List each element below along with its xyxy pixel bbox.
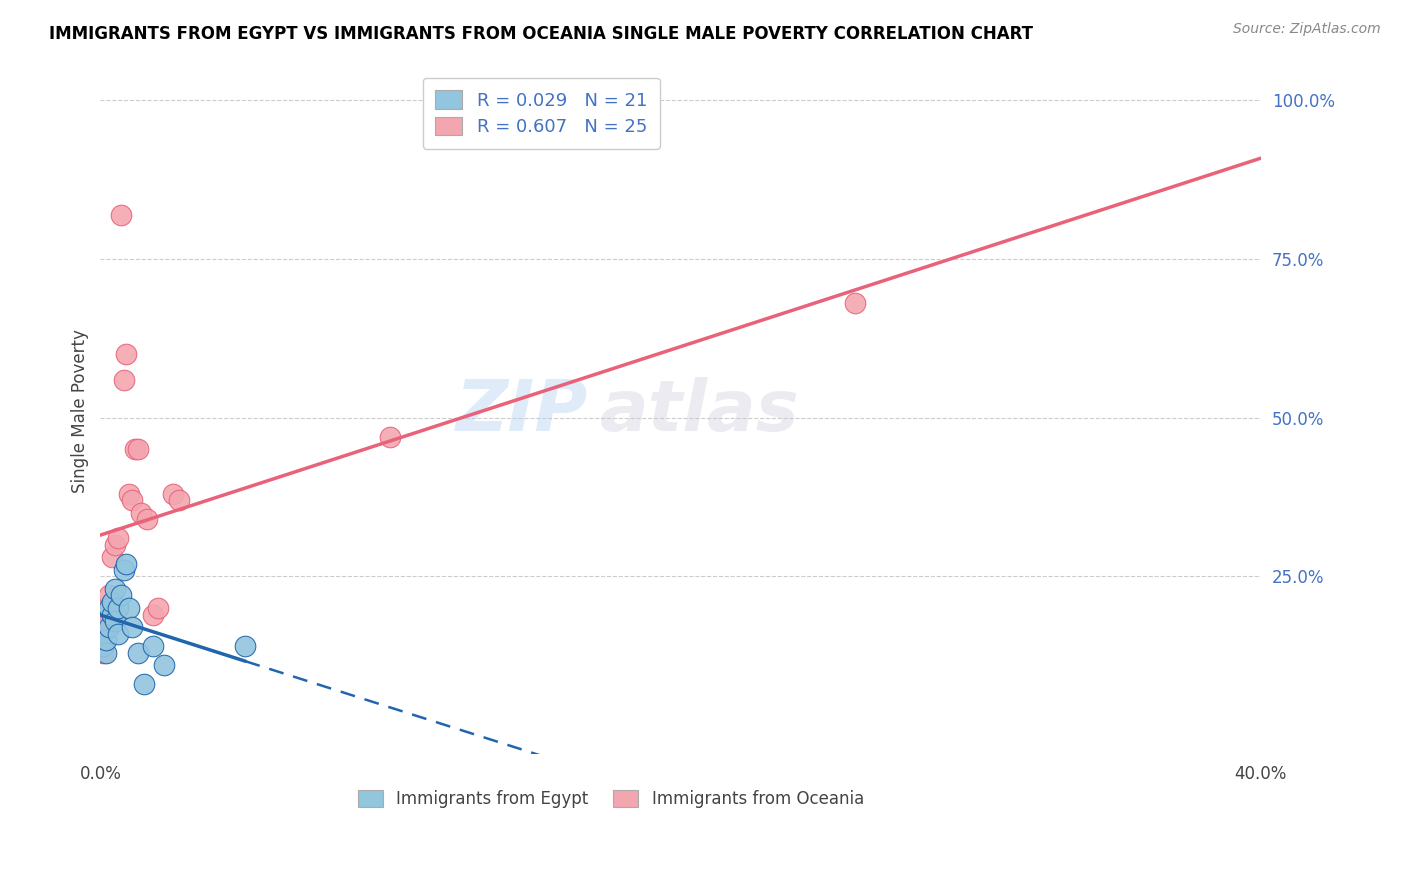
Point <box>107 601 129 615</box>
Point <box>110 589 132 603</box>
Point <box>118 487 141 501</box>
Point <box>98 589 121 603</box>
Point <box>94 646 117 660</box>
Point <box>91 632 114 647</box>
Point <box>115 557 138 571</box>
Point <box>91 646 114 660</box>
Point <box>101 550 124 565</box>
Point <box>118 601 141 615</box>
Point <box>94 601 117 615</box>
Point <box>167 493 190 508</box>
Point <box>110 208 132 222</box>
Point <box>142 607 165 622</box>
Point <box>162 487 184 501</box>
Point <box>235 640 257 654</box>
Point <box>127 646 149 660</box>
Point <box>94 632 117 647</box>
Point <box>101 607 124 622</box>
Point <box>148 601 170 615</box>
Point <box>101 607 124 622</box>
Point <box>129 506 152 520</box>
Point <box>94 620 117 634</box>
Text: Source: ZipAtlas.com: Source: ZipAtlas.com <box>1233 22 1381 37</box>
Text: atlas: atlas <box>599 376 799 446</box>
Point <box>104 538 127 552</box>
Point <box>98 614 121 628</box>
Point <box>132 677 155 691</box>
Point <box>844 296 866 310</box>
Point <box>142 640 165 654</box>
Point <box>101 595 124 609</box>
Point <box>121 620 143 634</box>
Point <box>98 601 121 615</box>
Legend: Immigrants from Egypt, Immigrants from Oceania: Immigrants from Egypt, Immigrants from O… <box>352 783 870 814</box>
Point <box>127 442 149 457</box>
Point <box>107 626 129 640</box>
Point <box>107 532 129 546</box>
Point <box>104 614 127 628</box>
Point <box>91 640 114 654</box>
Point <box>153 658 176 673</box>
Point <box>121 493 143 508</box>
Text: ZIP: ZIP <box>456 376 588 446</box>
Point <box>112 373 135 387</box>
Point <box>104 582 127 596</box>
Y-axis label: Single Male Poverty: Single Male Poverty <box>72 329 89 493</box>
Point <box>380 430 402 444</box>
Point <box>112 563 135 577</box>
Point <box>135 512 157 526</box>
Point <box>98 620 121 634</box>
Text: IMMIGRANTS FROM EGYPT VS IMMIGRANTS FROM OCEANIA SINGLE MALE POVERTY CORRELATION: IMMIGRANTS FROM EGYPT VS IMMIGRANTS FROM… <box>49 25 1033 43</box>
Point <box>124 442 146 457</box>
Point <box>115 347 138 361</box>
